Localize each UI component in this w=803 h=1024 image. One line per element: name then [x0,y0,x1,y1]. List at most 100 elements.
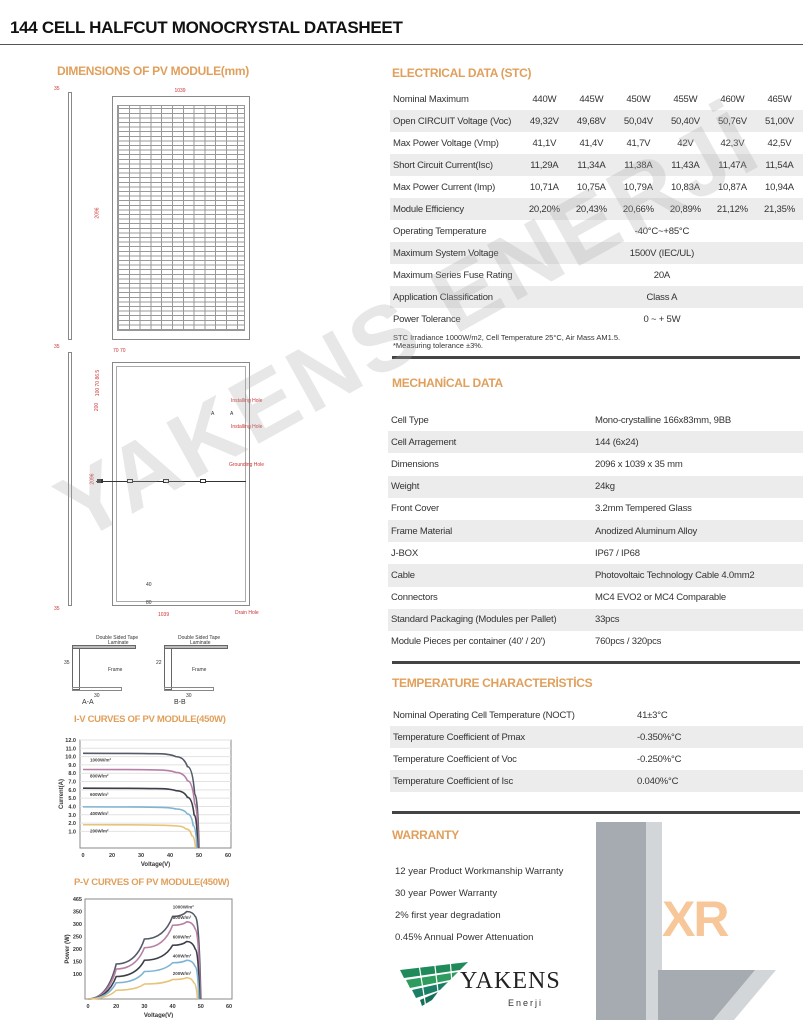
cell-value: 10,71A [529,181,559,193]
page-title: 144 CELL HALFCUT MONOCRYSTAL DATASHEET [10,18,403,37]
section-divider [392,356,800,359]
row-label: Nominal Maximum [393,93,469,105]
y-tick-label: 9.0 [68,763,76,769]
plot-area [84,898,233,1000]
row-label: Power Tolerance [393,313,461,325]
cell-value: 455W [673,93,698,105]
warranty-item: 0.45% Annual Power Attenuation [395,932,534,943]
cell-value: 3.2mm Tempered Glass [595,503,692,515]
cell-value: 41,4V [579,137,604,149]
cell-value: 11,54A [755,154,803,176]
x-tick-label: 50 [198,1004,204,1010]
cell-value: -0.350%°C [595,726,803,748]
cell-value: -0.250%°C [637,753,682,765]
series-label: 600W/m² [90,792,109,797]
table-row: Short Circuit Current(Isc) 11,29A 11,34A 11… [390,154,803,176]
row-label: Frame Material [388,519,593,543]
dimensions-heading: DIMENSIONS OF PV MODULE(mm) [57,64,249,78]
pv-chart-title: P-V CURVES OF PV MODULE(450W) [74,877,230,888]
cell-value: 10,87A [717,181,747,193]
warranty-heading: WARRANTY [392,828,459,842]
iv-chart: 1.0 2.0 3.0 4.0 5.0 6.0 7.0 8.0 9.0 10.0 11.0 12.0 0… [59,738,232,868]
warranty-item: 30 year Power Warranty [395,888,498,899]
y-tick-label: 5.0 [68,796,76,802]
warranty-item: 12 year Product Workmanship Warranty [395,866,564,877]
cell-value: 11,34A [567,154,615,176]
row-label: Dimensions [391,458,439,470]
row-label: Cell Type [391,414,429,426]
table-row: Temperature Coefficient of Voc -0.250%°C [390,748,803,770]
table-row: Maximum Series Fuse Rating 20A [390,264,803,286]
table-row: Open CIRCUIT Voltage (Voc) 49,32V 49,68V 50… [390,110,803,132]
cell-value: 20,66% [614,198,662,220]
table-row: Standard Packaging (Modules per Pallet) 3… [388,608,803,631]
cell-value: 760pcs / 320pcs [595,636,662,648]
row-label: Temperature Coefficient of Voc [393,753,517,765]
table-row: Power Tolerance 0 ~ + 5W [390,308,803,330]
row-label: Connectors [391,592,438,604]
mechanical-table: Cell Type Mono-crystalline 166x83mm, 9BB C… [388,409,803,653]
label-grounding-hole: Grounding Hole [229,462,265,468]
cell-value: 465W [767,93,792,105]
y-tick-label: 3.0 [68,813,76,819]
row-label: Nominal Operating Cell Temperature (NOCT… [393,709,575,721]
y-tick-label: 465 [73,897,82,903]
series-line [87,959,200,1000]
x-tick-label: 20 [113,1004,119,1010]
table-row: Cell Arragement 144 (6x24) [388,431,803,454]
cell-value: Mono-crystalline 166x83mm, 9BB [595,414,732,426]
row-label: Maximum Series Fuse Rating [393,269,513,281]
cell-value: 10,83A [670,181,700,193]
dim-back-width: 1039 [158,612,170,618]
title-divider [0,44,803,45]
table-row: Application Classification Class A [390,286,803,308]
series-label: 200W/m² [173,971,192,976]
x-tick-label: 50 [196,853,202,859]
dim-front-height: 2096 [94,207,101,219]
y-tick-label: 7.0 [68,780,76,786]
table-row: Front Cover 3.2mm Tempered Glass [388,498,803,520]
cell-value: MC4 EVO2 or MC4 Comparable [595,592,727,604]
x-tick-label: 30 [138,853,144,859]
y-tick-label: 350 [73,910,82,916]
cell-value: 460W [720,93,745,105]
cell-value: 50,76V [708,110,756,132]
cell-value: 50,40V [661,110,709,132]
iv-chart-title: I-V CURVES OF PV MODULE(450W) [74,714,226,725]
y-tick-label: 4.0 [68,804,76,810]
xr-logo: XR [596,822,803,1022]
cell-value: 1500V (IEC/UL) [520,242,803,264]
series-line [82,768,200,849]
series-label: 200W/m² [90,829,109,834]
row-label: J-BOX [391,547,418,559]
cell-value: IP67 / IP68 [595,547,640,559]
section-divider [392,661,800,664]
electrical-table: Nominal Maximum 440W 445W 450W 455W 460W 465W O… [390,88,803,330]
table-row: Module Efficiency 20,20% 20,43% 20,66% 20,89… [390,198,803,220]
row-label: Front Cover [391,503,439,515]
warranty-item: 2% first year degradation [395,910,501,921]
series-label: 1000W/m² [173,905,195,910]
row-label: Max Power Voltage (Vmp) [393,137,499,149]
y-tick-label: 8.0 [68,771,76,777]
hole [200,479,206,483]
cell-value: 450W [626,93,651,105]
hole [127,479,133,483]
cell-value: 0.040%°C [595,770,803,792]
table-row: Max Power Voltage (Vmp) 41,1V 41,4V 41,7V 42… [390,132,803,154]
cell-value: 49,68V [567,110,615,132]
table-row: Nominal Maximum 440W 445W 450W 455W 460W 465W [390,88,803,110]
cell-value: 144 (6x24) [593,431,803,454]
cell-value: 11,38A [614,154,662,176]
series-line [82,823,197,849]
table-row: Operating Temperature -40°C~+85°C [390,220,803,242]
cell-value: 42,5V [767,137,792,149]
cell-value: 51,00V [755,110,803,132]
cell-value: 0 ~ + 5W [643,313,681,325]
series-line [87,910,202,1000]
row-label: Short Circuit Current(Isc) [390,154,521,176]
row-label: Open CIRCUIT Voltage (Voc) [390,110,521,132]
cell-value: 21,35% [755,198,803,220]
x-axis-label: Voltage(V) [144,1013,173,1018]
front-panel-drawing [112,96,250,340]
